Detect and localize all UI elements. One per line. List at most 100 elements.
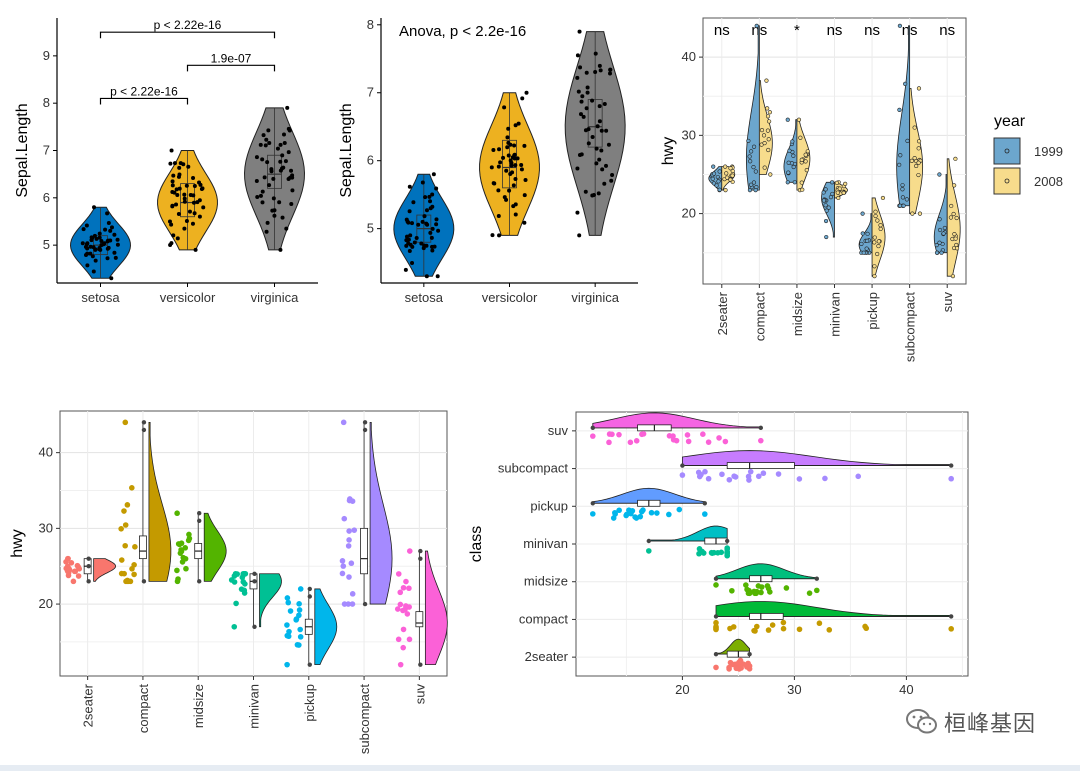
data-point-2008 bbox=[880, 195, 886, 201]
data-point-versicolor bbox=[182, 199, 187, 204]
data-point-subcompact bbox=[705, 475, 712, 482]
outlier-point bbox=[362, 427, 368, 433]
data-point-compact bbox=[780, 625, 787, 632]
data-point-setosa bbox=[414, 235, 419, 240]
data-point-1999 bbox=[711, 171, 717, 176]
data-point-midsize bbox=[783, 585, 790, 591]
data-point-2008 bbox=[916, 139, 922, 144]
data-point-minivan bbox=[724, 545, 730, 552]
data-point-2seater bbox=[66, 567, 73, 573]
data-point-versicolor bbox=[497, 233, 502, 238]
data-point-setosa bbox=[430, 248, 435, 253]
y-tick-label: 30 bbox=[682, 127, 696, 142]
data-point-versicolor bbox=[177, 172, 182, 177]
data-point-2008 bbox=[798, 135, 803, 140]
data-point-1999 bbox=[823, 203, 828, 208]
data-point-subcompact bbox=[948, 475, 954, 482]
data-point-2008 bbox=[799, 180, 804, 185]
y-tick-label: 8 bbox=[367, 17, 374, 32]
data-point-virginica bbox=[283, 159, 288, 164]
outlier-point bbox=[680, 463, 685, 468]
data-point-virginica bbox=[575, 166, 580, 171]
data-point-versicolor bbox=[497, 147, 502, 152]
data-point-1999 bbox=[898, 153, 903, 158]
data-point-versicolor bbox=[496, 188, 501, 193]
data-point-2008 bbox=[954, 246, 960, 251]
y-tick-label: 5 bbox=[43, 237, 50, 252]
x-tick-label: suv bbox=[940, 292, 955, 313]
data-point-setosa bbox=[105, 239, 110, 244]
watermark-text: 桓峰基因 bbox=[944, 712, 1037, 737]
data-point-2008 bbox=[873, 209, 878, 214]
data-point-setosa bbox=[434, 186, 439, 191]
half-violin-2seater bbox=[715, 638, 750, 655]
data-point-compact bbox=[751, 627, 757, 634]
data-point-1999 bbox=[830, 191, 835, 197]
data-point-virginica bbox=[278, 159, 283, 164]
data-point-suv bbox=[394, 606, 401, 612]
panel-p5: 20 30 40 2seater compact midsize minivan pickup… bbox=[468, 411, 969, 697]
data-point-2008 bbox=[875, 251, 880, 257]
outlier-point bbox=[747, 651, 752, 657]
data-point-setosa bbox=[424, 208, 429, 213]
y-tick-label: 6 bbox=[367, 153, 374, 168]
data-point-virginica bbox=[581, 114, 586, 119]
data-point-versicolor bbox=[511, 183, 516, 188]
data-point-pickup bbox=[296, 612, 302, 619]
significance-annotation: ns bbox=[714, 22, 730, 39]
data-point-versicolor bbox=[174, 202, 179, 207]
data-point-compact bbox=[122, 419, 129, 426]
data-point-pickup bbox=[616, 507, 622, 514]
data-point-setosa bbox=[84, 223, 89, 228]
data-point-setosa bbox=[435, 274, 440, 279]
data-point-1999 bbox=[897, 203, 903, 208]
data-point-virginica bbox=[278, 168, 283, 173]
data-point-subcompact bbox=[341, 601, 348, 607]
data-point-virginica bbox=[282, 141, 287, 146]
data-point-2008 bbox=[872, 235, 877, 240]
data-point-subcompact bbox=[726, 476, 733, 483]
data-point-virginica bbox=[271, 196, 276, 201]
x-tick-label: versicolor bbox=[482, 290, 538, 305]
data-point-1999 bbox=[791, 153, 796, 158]
data-point-versicolor bbox=[519, 167, 524, 172]
data-point-setosa bbox=[406, 237, 411, 242]
data-point-virginica bbox=[264, 229, 269, 234]
data-point-midsize bbox=[176, 541, 183, 548]
data-point-1999 bbox=[824, 234, 829, 240]
data-point-1999 bbox=[753, 188, 758, 193]
data-point-2seater bbox=[730, 661, 736, 668]
data-point-virginica bbox=[575, 75, 580, 80]
data-point-pickup bbox=[640, 507, 646, 513]
data-point-1999 bbox=[821, 198, 827, 203]
data-point-2008 bbox=[954, 215, 959, 221]
data-point-2008 bbox=[766, 137, 771, 142]
y-tick-label: 8 bbox=[43, 95, 50, 110]
data-point-virginica bbox=[576, 89, 581, 94]
watermark: 桓峰基因 bbox=[906, 706, 1036, 738]
data-point-versicolor bbox=[195, 200, 200, 205]
data-point-virginica bbox=[594, 146, 599, 151]
data-point-virginica bbox=[609, 178, 614, 183]
data-point-versicolor bbox=[507, 188, 512, 193]
data-point-virginica bbox=[261, 133, 266, 138]
data-point-2008 bbox=[952, 231, 957, 237]
data-point-midsize bbox=[182, 545, 189, 551]
data-point-versicolor bbox=[496, 214, 501, 219]
data-point-virginica bbox=[575, 210, 580, 215]
data-point-2008 bbox=[799, 157, 804, 162]
data-point-suv bbox=[684, 432, 691, 438]
data-point-setosa bbox=[91, 245, 96, 250]
data-point-versicolor bbox=[505, 135, 510, 140]
data-point-versicolor bbox=[193, 247, 198, 252]
data-point-2008 bbox=[759, 127, 765, 133]
data-point-2008 bbox=[872, 240, 877, 245]
data-point-2seater bbox=[737, 657, 744, 664]
data-point-pickup bbox=[284, 661, 290, 668]
box-compact bbox=[749, 613, 784, 620]
data-point-2008 bbox=[724, 171, 729, 176]
y-axis-title: hwy bbox=[660, 137, 677, 165]
data-point-1999 bbox=[860, 231, 865, 236]
data-point-1999 bbox=[904, 197, 909, 202]
